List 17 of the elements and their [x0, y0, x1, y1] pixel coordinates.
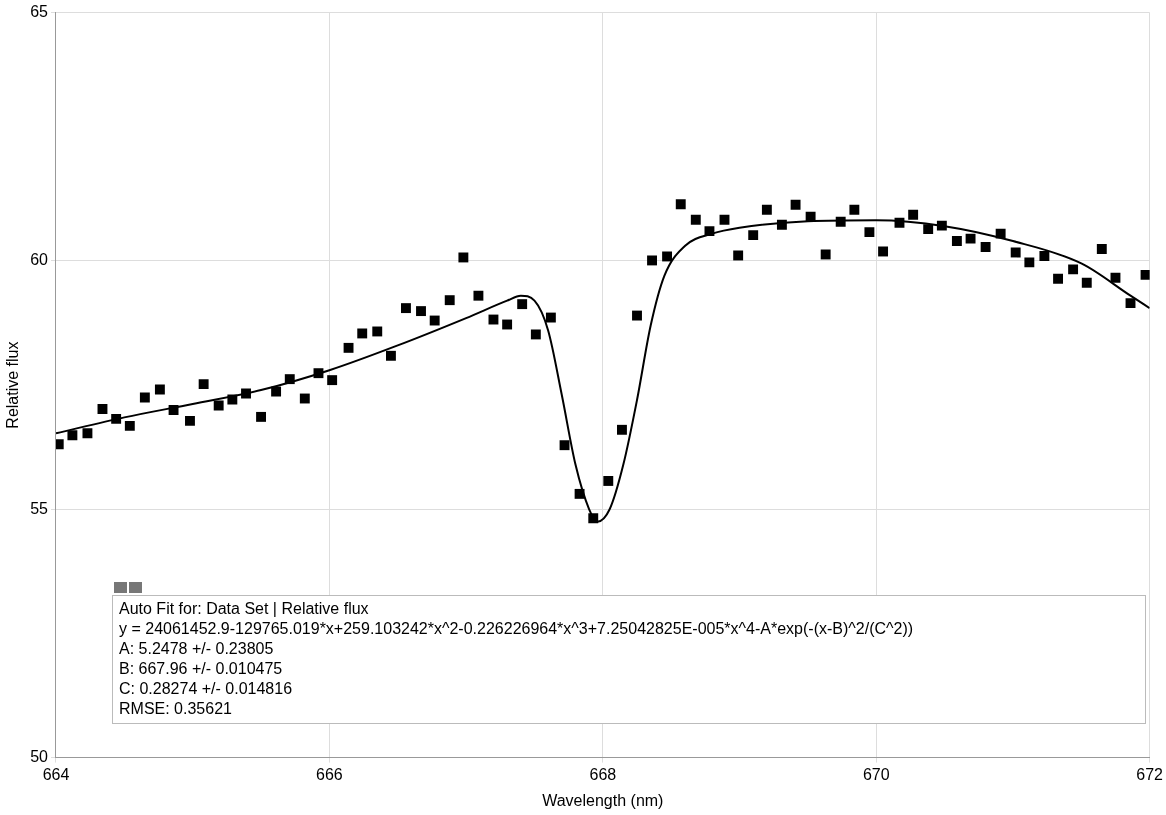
- annotation: RMSE: 0.35621: [119, 699, 233, 719]
- y-tick-label: 60: [30, 251, 49, 269]
- x-tick-label: 668: [589, 765, 617, 783]
- x-tick-label: 664: [42, 765, 70, 783]
- annotation: A: 5.2478 +/- 0.23805: [119, 639, 275, 659]
- x-tick-label: 670: [862, 765, 890, 783]
- y-tick-label: 65: [30, 3, 49, 21]
- y-tick-label: 55: [30, 499, 49, 517]
- annotation: y = 24061452.9-129765.019*x+259.103242*x^2-0.226226964*x^3+7.25042825E-005*x^4-A*exp(-(x-B)^2/(C^2)): [119, 619, 915, 639]
- y-axis-title: Relative flux: [4, 341, 22, 429]
- x-tick-label: 672: [1136, 765, 1164, 783]
- annotation: C: 0.28274 +/- 0.014816: [119, 679, 294, 699]
- x-axis-title: Wavelength (nm): [542, 791, 664, 809]
- annotation: Auto Fit for: Data Set | Relative flux: [119, 599, 370, 619]
- annotation: B: 667.96 +/- 0.010475: [119, 659, 284, 679]
- y-tick-label: 50: [30, 748, 49, 766]
- x-tick-label: 666: [316, 765, 343, 783]
